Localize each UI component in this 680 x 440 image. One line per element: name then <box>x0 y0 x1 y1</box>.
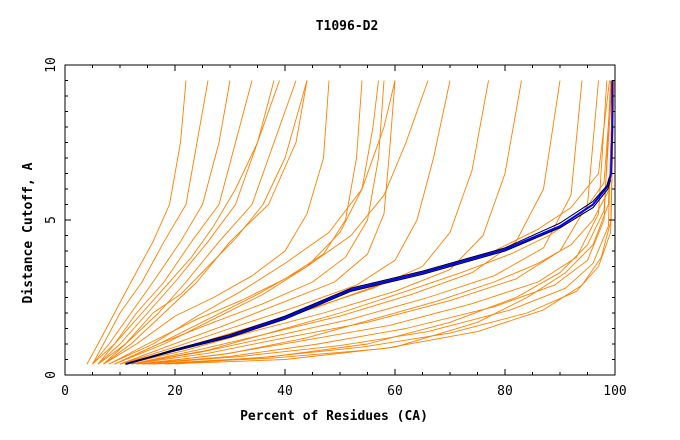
chart-title: T1096-D2 <box>316 19 379 34</box>
highlight-model-curve <box>125 176 611 365</box>
model-curve <box>97 80 275 365</box>
series-group <box>86 80 615 366</box>
model-curve <box>108 80 396 365</box>
model-curve <box>97 80 253 365</box>
y-tick-label: 5 <box>44 216 59 224</box>
y-tick-label: 0 <box>44 371 59 379</box>
model-curve <box>103 80 297 365</box>
model-curve <box>114 80 385 365</box>
tick-labels: 0 20 40 60 80 100 0 5 10 <box>44 57 627 399</box>
model-curve <box>125 80 522 365</box>
model-curve <box>130 80 561 365</box>
x-tick-label: 0 <box>61 384 69 399</box>
axis-ticks <box>64 64 616 376</box>
model-curve <box>141 80 614 365</box>
y-tick-label: 10 <box>44 57 59 73</box>
model-curve <box>163 80 614 365</box>
model-curve <box>92 80 280 365</box>
x-tick-label: 80 <box>497 384 513 399</box>
model-curve <box>92 80 231 365</box>
model-curve <box>174 80 613 365</box>
x-axis-label: Percent of Residues (CA) <box>240 409 428 424</box>
model-curve <box>97 80 308 365</box>
highlight-model-curve <box>125 80 614 366</box>
model-curve <box>103 80 308 365</box>
model-curve <box>119 80 396 365</box>
highlight-model-curve <box>125 179 612 365</box>
model-curve <box>119 80 451 365</box>
x-tick-label: 20 <box>167 384 183 399</box>
model-curve <box>130 80 583 365</box>
model-curve <box>108 80 363 365</box>
model-curve <box>136 80 612 365</box>
x-tick-label: 40 <box>277 384 293 399</box>
y-axis-label: Distance Cutoff, A <box>21 162 36 303</box>
model-curve <box>114 80 429 365</box>
model-curve <box>103 80 330 365</box>
model-curve <box>141 80 614 365</box>
x-tick-label: 100 <box>603 384 626 399</box>
model-curve <box>86 80 187 365</box>
model-curve <box>152 80 615 365</box>
model-curve <box>92 80 209 365</box>
model-curve <box>130 80 599 365</box>
x-tick-label: 60 <box>387 384 403 399</box>
